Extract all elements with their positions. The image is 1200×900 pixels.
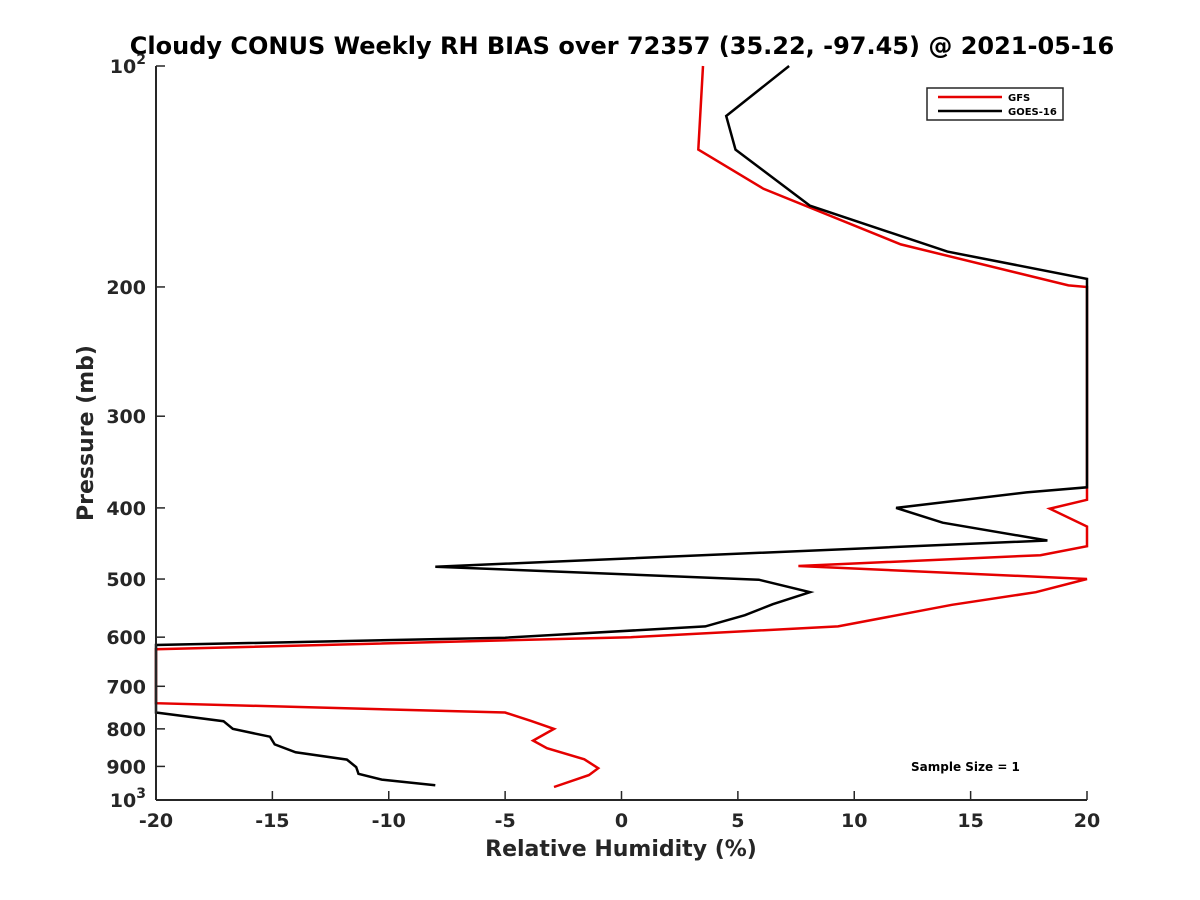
chart-title: Cloudy CONUS Weekly RH BIAS over 72357 (… bbox=[130, 32, 1114, 60]
series-line-gfs bbox=[154, 65, 1089, 789]
y-tick-label: 600 bbox=[106, 627, 146, 649]
y-tick-label: 700 bbox=[106, 676, 146, 698]
y-tick-label: 300 bbox=[106, 406, 146, 428]
x-tick-label: 15 bbox=[957, 810, 983, 832]
x-tick-label: 10 bbox=[841, 810, 867, 832]
series-line-goes-16 bbox=[154, 65, 1089, 787]
x-ticks: -20 -15 -10 -5 0 5 10 15 20 bbox=[139, 791, 1100, 832]
series-layer bbox=[154, 65, 1089, 789]
y-tick-label: 103 bbox=[110, 786, 146, 812]
y-tick-label: 500 bbox=[106, 569, 146, 591]
x-tick-label: -20 bbox=[139, 810, 173, 832]
legend-label-gfs: GFS bbox=[1008, 93, 1030, 104]
x-tick-label: -5 bbox=[495, 810, 516, 832]
x-tick-label: -15 bbox=[255, 810, 289, 832]
x-tick-label: 5 bbox=[731, 810, 744, 832]
y-axis-label: Pressure (mb) bbox=[74, 345, 99, 521]
legend-box bbox=[926, 87, 1064, 121]
sample-size-annotation: Sample Size = 1 bbox=[911, 760, 1020, 774]
x-tick-label: 0 bbox=[615, 810, 628, 832]
y-tick-label: 200 bbox=[106, 277, 146, 299]
legend-label-goes-16: GOES-16 bbox=[1008, 107, 1057, 118]
legend: GFS GOES-16 bbox=[926, 87, 1064, 121]
x-axis-label: Relative Humidity (%) bbox=[485, 837, 757, 862]
y-tick-label: 400 bbox=[106, 498, 146, 520]
y-ticks: 102 200 300 400 500 600 700 800 900 103 bbox=[106, 52, 165, 812]
x-tick-label: -10 bbox=[372, 810, 406, 832]
y-tick-label: 800 bbox=[106, 719, 146, 741]
y-tick-label: 102 bbox=[110, 52, 146, 78]
y-tick-label: 900 bbox=[106, 756, 146, 778]
x-tick-label: 20 bbox=[1074, 810, 1100, 832]
